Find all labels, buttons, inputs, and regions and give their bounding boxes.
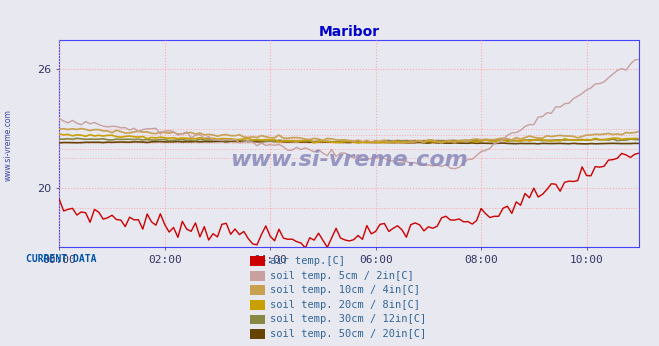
Text: soil temp. 20cm / 8in[C]: soil temp. 20cm / 8in[C] xyxy=(270,300,420,310)
Text: soil temp. 30cm / 12in[C]: soil temp. 30cm / 12in[C] xyxy=(270,315,426,324)
Title: Maribor: Maribor xyxy=(319,25,380,39)
Text: soil temp. 5cm / 2in[C]: soil temp. 5cm / 2in[C] xyxy=(270,271,414,281)
Text: soil temp. 50cm / 20in[C]: soil temp. 50cm / 20in[C] xyxy=(270,329,426,339)
Text: www.si-vreme.com: www.si-vreme.com xyxy=(231,150,468,170)
Text: www.si-vreme.com: www.si-vreme.com xyxy=(4,109,13,181)
Text: air temp.[C]: air temp.[C] xyxy=(270,256,345,266)
Text: soil temp. 10cm / 4in[C]: soil temp. 10cm / 4in[C] xyxy=(270,285,420,295)
Text: CURRENT DATA: CURRENT DATA xyxy=(26,254,97,264)
